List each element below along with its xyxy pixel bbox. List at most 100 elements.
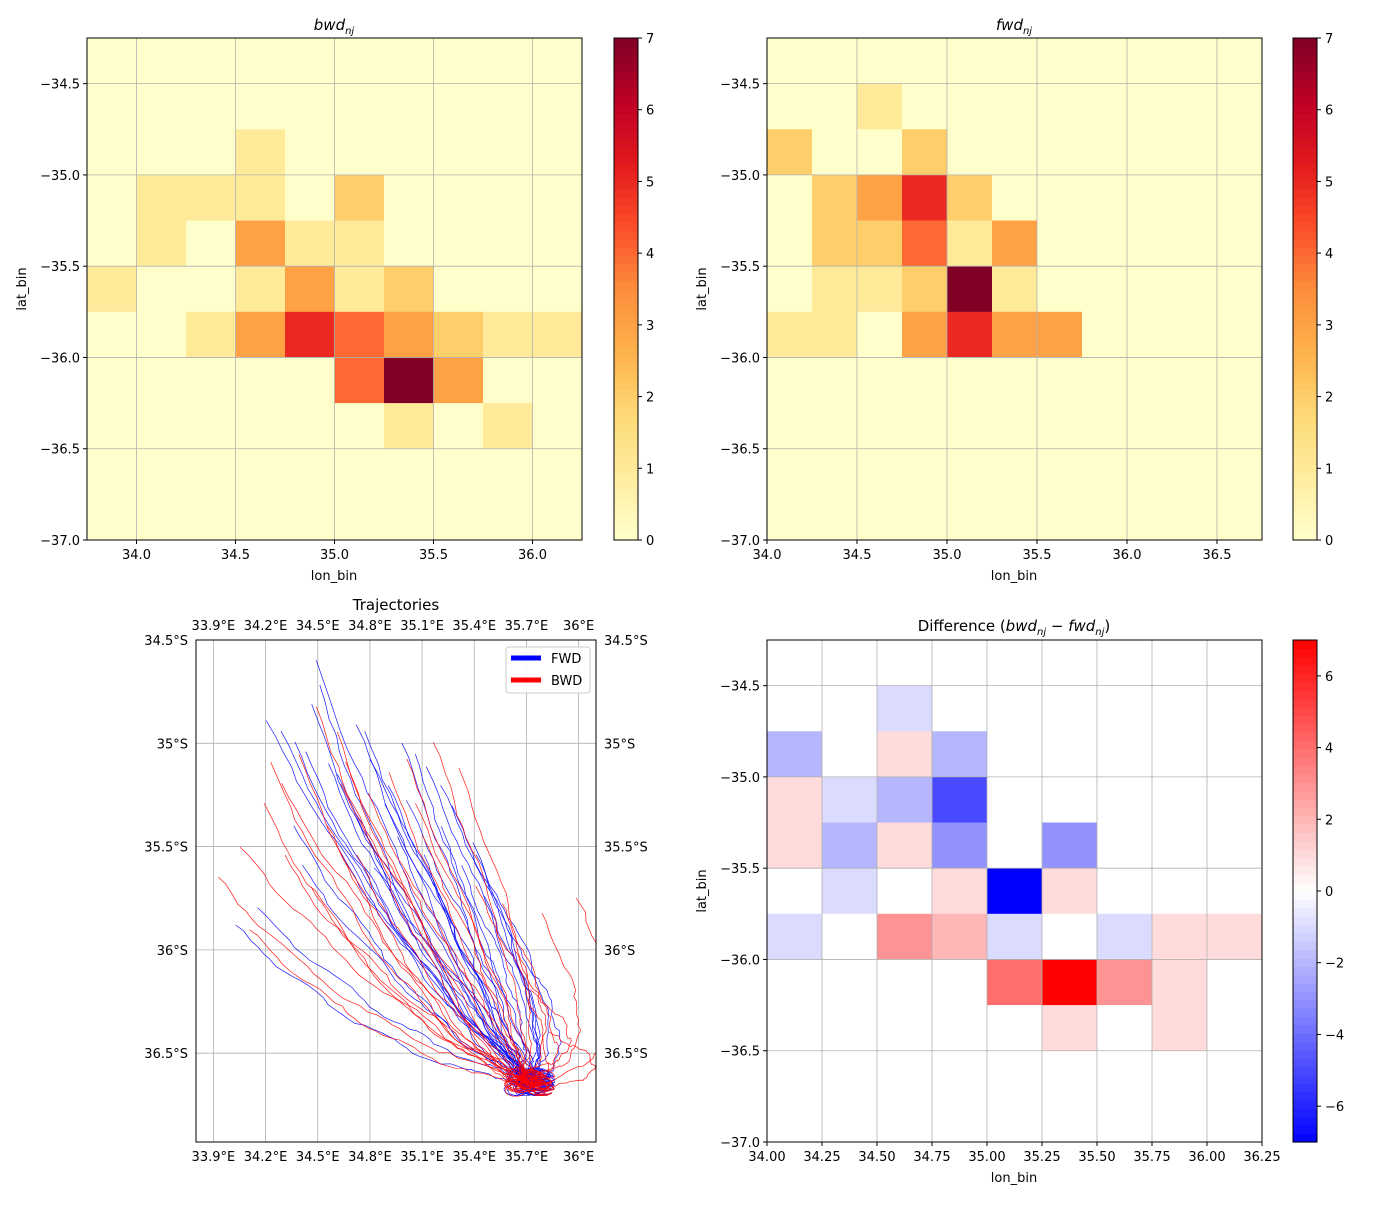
heatmap-cell bbox=[932, 776, 988, 824]
heatmap-cell bbox=[1097, 685, 1153, 732]
trajectory-bwd bbox=[415, 803, 527, 1097]
heatmap-cell bbox=[87, 220, 137, 267]
grid-lines bbox=[766, 640, 1263, 1143]
colorbar-segment bbox=[1293, 740, 1317, 750]
heatmap-cell bbox=[235, 266, 286, 313]
heatmap-cell bbox=[822, 685, 878, 732]
trajectory-bwd bbox=[402, 870, 541, 1091]
colorbar-segment bbox=[1293, 146, 1317, 156]
heatmap-cell bbox=[767, 1096, 823, 1143]
colorbar-segment bbox=[1293, 222, 1317, 232]
heatmap-cell bbox=[902, 494, 948, 541]
colorbar-segment bbox=[1293, 1008, 1317, 1018]
colorbar-segment bbox=[614, 397, 638, 407]
heatmap-cell bbox=[433, 494, 484, 541]
y-tick-label: −36.5 bbox=[720, 1045, 760, 1060]
heatmap-cell bbox=[947, 357, 993, 404]
heatmap-cell bbox=[992, 494, 1038, 541]
colorbar-segment bbox=[614, 96, 638, 106]
panel-difference-heatmap: Difference (bwdnj − fwdnj) 34.00 34.25 34.… bbox=[695, 617, 1344, 1186]
colorbar-tick-label: 4 bbox=[1325, 742, 1333, 757]
heatmap-cell bbox=[902, 174, 948, 222]
heatmap-cell bbox=[433, 266, 484, 313]
colorbar-segment bbox=[614, 447, 638, 457]
colorbar-segment bbox=[614, 130, 638, 139]
heatmap-cells bbox=[87, 38, 583, 541]
axes-frame bbox=[195, 639, 597, 1143]
heatmap-cell bbox=[947, 266, 993, 313]
heatmap-cell bbox=[857, 311, 903, 358]
colorbar-segment bbox=[614, 322, 638, 332]
heatmap-cell bbox=[857, 129, 903, 176]
colorbar-segment bbox=[1293, 88, 1317, 98]
heatmap-cell bbox=[136, 174, 187, 222]
legend-label-fwd: FWD bbox=[551, 652, 581, 667]
colorbar-segment bbox=[1293, 1091, 1317, 1101]
colorbar-segment bbox=[1293, 456, 1317, 466]
x-tick-label: 35.25 bbox=[1023, 1150, 1060, 1165]
heatmap-cell bbox=[87, 174, 137, 222]
heatmap-cell bbox=[1217, 266, 1263, 313]
x-tick-label-top: 34.2°E bbox=[244, 619, 288, 634]
heatmap-cell bbox=[136, 311, 187, 358]
colorbar-segment bbox=[1293, 38, 1317, 47]
heatmap-cell bbox=[1037, 83, 1083, 130]
heatmap-cell bbox=[235, 357, 286, 404]
colorbar-segment bbox=[1293, 414, 1317, 424]
heatmap-cell bbox=[947, 403, 993, 450]
colorbar-segment bbox=[1293, 865, 1317, 875]
heatmap-cell bbox=[433, 38, 484, 85]
heatmap-cell bbox=[235, 403, 286, 450]
heatmap-cell bbox=[947, 38, 993, 85]
heatmap-cell bbox=[433, 357, 484, 404]
heatmap-cell bbox=[334, 494, 385, 541]
heatmap-cell bbox=[902, 266, 948, 313]
heatmap-cell bbox=[987, 868, 1043, 915]
colorbar-segment bbox=[1293, 673, 1317, 683]
heatmap-cell bbox=[384, 311, 434, 358]
colorbar-tick-label: 2 bbox=[646, 391, 654, 406]
heatmap-cell bbox=[857, 38, 903, 85]
colorbar-tick-label: 7 bbox=[646, 32, 654, 47]
trajectory-bwd bbox=[530, 897, 596, 1090]
colorbar-segment bbox=[1293, 640, 1317, 649]
heatmap-cell bbox=[987, 1005, 1043, 1052]
x-tick-label: 35.0 bbox=[320, 548, 349, 563]
heatmap-cell bbox=[902, 311, 948, 358]
y-tick-label: −35.5 bbox=[40, 260, 80, 275]
grid-lines bbox=[196, 639, 596, 1142]
grid-lines bbox=[87, 38, 582, 541]
heatmap-cell bbox=[902, 220, 948, 267]
colorbar-segment bbox=[1293, 263, 1317, 273]
colorbar-segment bbox=[1293, 765, 1317, 775]
heatmap-cell bbox=[1042, 868, 1098, 915]
colorbar-segment bbox=[1293, 406, 1317, 416]
trajectory-bwd bbox=[526, 1031, 596, 1096]
colorbar: −6 −4 −2 0 2 4 6 bbox=[1292, 639, 1344, 1143]
colorbar-segment bbox=[1293, 1033, 1317, 1043]
heatmap-cell bbox=[767, 83, 813, 130]
colorbar-tick-label: 6 bbox=[1325, 670, 1333, 685]
heatmap-cell bbox=[987, 959, 1043, 1006]
colorbar-segment bbox=[1293, 924, 1317, 934]
heatmap-cell bbox=[1172, 403, 1218, 450]
x-tick-label: 34.5 bbox=[843, 548, 872, 563]
colorbar-segment bbox=[1293, 874, 1317, 884]
colorbar-segment bbox=[1293, 96, 1317, 106]
heatmap-cell bbox=[857, 83, 903, 130]
heatmap-cell bbox=[902, 38, 948, 85]
colorbar-segment bbox=[614, 138, 638, 148]
heatmap-cell bbox=[812, 311, 858, 358]
trajectory-fwd bbox=[319, 684, 546, 1091]
heatmap-cell bbox=[1097, 776, 1153, 824]
colorbar-segment bbox=[614, 339, 638, 349]
colorbar-segment bbox=[614, 422, 638, 432]
heatmap-cell bbox=[822, 776, 878, 824]
heatmap-cell bbox=[384, 357, 434, 404]
heatmap-cell bbox=[1082, 311, 1128, 358]
y-tick-label-right: 36.5°S bbox=[604, 1047, 648, 1062]
heatmap-cell bbox=[1172, 129, 1218, 176]
y-axis-label: lat_bin bbox=[695, 267, 710, 310]
trajectory-bwd bbox=[507, 989, 572, 1081]
heatmap-cell bbox=[1127, 38, 1173, 85]
